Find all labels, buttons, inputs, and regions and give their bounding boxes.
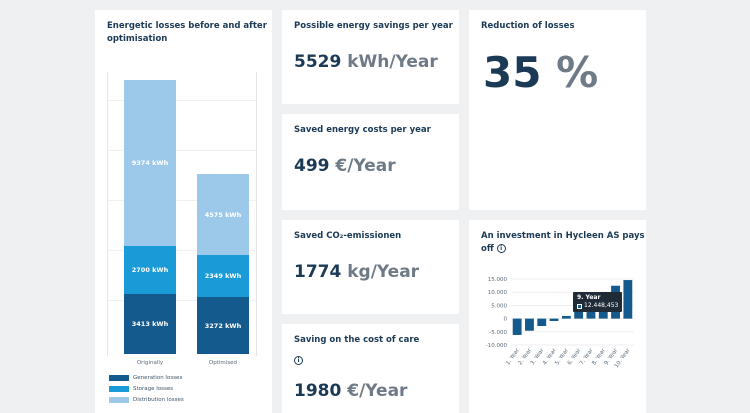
reduction-title: Reduction of losses bbox=[481, 21, 575, 31]
co2-value: 1774 kg/Year bbox=[294, 262, 420, 282]
investment-bar[interactable] bbox=[549, 318, 559, 321]
investment-card: An investment in Hycleen AS pays off i 1… bbox=[469, 220, 646, 413]
tooltip-value-row: 12.448,453 bbox=[577, 302, 618, 310]
care-cost-info-icon[interactable]: i bbox=[294, 348, 303, 367]
energy-savings-card: Possible energy savings per year 5529 kW… bbox=[282, 10, 459, 104]
x-label-optimised: Optimised bbox=[208, 360, 238, 366]
bar-originally-distribution[interactable]: 9374 kWh bbox=[124, 80, 176, 246]
bar-optimised-storage[interactable]: 2349 kWh bbox=[197, 255, 249, 297]
legend-swatch bbox=[109, 397, 129, 403]
bar-originally-generation[interactable]: 3413 kWh bbox=[124, 294, 176, 354]
energy-costs-card: Saved energy costs per year 499 €/Year bbox=[282, 114, 459, 210]
bar-originally-storage[interactable]: 2700 kWh bbox=[124, 246, 176, 294]
y-tick-label: 0 bbox=[504, 317, 508, 323]
y-tick-label: 15.000 bbox=[488, 277, 508, 283]
tooltip-title: 9. Year bbox=[577, 294, 601, 301]
investment-tooltip: 9. Year 12.448,453 bbox=[573, 292, 623, 312]
legend-swatch bbox=[109, 375, 129, 381]
co2-card: Saved CO₂-emissionen 1774 kg/Year bbox=[282, 220, 459, 314]
y-tick-label: -5.000 bbox=[489, 330, 507, 336]
chart-plot-area bbox=[107, 72, 257, 356]
reduction-card: Reduction of losses 35 % bbox=[469, 10, 646, 210]
energy-costs-title: Saved energy costs per year bbox=[294, 125, 431, 135]
investment-bar[interactable] bbox=[561, 315, 571, 319]
investment-bar[interactable] bbox=[525, 318, 534, 331]
energy-losses-title: Energetic losses before and after optimi… bbox=[107, 21, 267, 44]
bar-optimised-distribution[interactable]: 4575 kWh bbox=[197, 174, 249, 255]
investment-bar[interactable] bbox=[623, 280, 633, 319]
tooltip-swatch bbox=[577, 303, 582, 309]
y-tick-label: -10.000 bbox=[486, 343, 508, 349]
info-icon: i bbox=[294, 356, 303, 365]
reduction-value: 35 % bbox=[483, 48, 599, 97]
energy-losses-card: Energetic losses before and after optimi… bbox=[95, 10, 272, 413]
energy-costs-value: 499 €/Year bbox=[294, 156, 396, 176]
legend-swatch bbox=[109, 386, 129, 392]
co2-title: Saved CO₂-emissionen bbox=[294, 231, 402, 241]
legend-generation[interactable]: Generation losses bbox=[109, 375, 182, 381]
care-cost-title: Saving on the cost of care bbox=[294, 335, 420, 345]
investment-bar[interactable] bbox=[537, 318, 547, 326]
investment-bar[interactable] bbox=[512, 318, 522, 335]
info-icon[interactable]: i bbox=[496, 244, 506, 253]
legend-storage[interactable]: Storage losses bbox=[109, 386, 173, 392]
legend-distribution[interactable]: Distribution losses bbox=[109, 397, 184, 403]
bar-optimised-generation[interactable]: 3272 kWh bbox=[197, 297, 249, 354]
investment-bar[interactable] bbox=[574, 311, 584, 319]
y-tick-label: 10.000 bbox=[488, 290, 508, 296]
x-label-originally: Originally bbox=[136, 360, 164, 366]
investment-title: An investment in Hycleen AS pays off i bbox=[481, 231, 645, 254]
investment-bar[interactable] bbox=[586, 306, 596, 319]
care-cost-card: Saving on the cost of care i 1980 €/Year bbox=[282, 324, 459, 413]
y-tick-label: 5.000 bbox=[491, 303, 507, 309]
energy-savings-title: Possible energy savings per year bbox=[294, 21, 453, 31]
care-cost-value: 1980 €/Year bbox=[294, 381, 408, 401]
energy-savings-value: 5529 kWh/Year bbox=[294, 52, 438, 72]
